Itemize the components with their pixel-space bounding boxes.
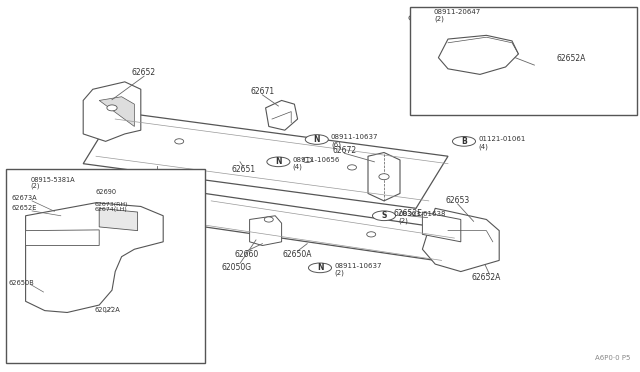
Polygon shape bbox=[83, 82, 141, 141]
Polygon shape bbox=[26, 230, 99, 246]
Text: 62652A: 62652A bbox=[557, 54, 586, 63]
Polygon shape bbox=[99, 208, 138, 231]
Text: (4): (4) bbox=[478, 143, 488, 150]
Text: (4): (4) bbox=[292, 164, 302, 170]
Text: A6P0·0 P5: A6P0·0 P5 bbox=[595, 355, 630, 361]
Text: 62650B: 62650B bbox=[9, 280, 35, 286]
Circle shape bbox=[52, 283, 63, 289]
Ellipse shape bbox=[267, 157, 290, 167]
Circle shape bbox=[500, 69, 513, 76]
Text: (6): (6) bbox=[331, 141, 341, 148]
Polygon shape bbox=[422, 208, 499, 272]
Text: (2): (2) bbox=[398, 218, 408, 224]
Text: 08911-10637: 08911-10637 bbox=[334, 263, 381, 269]
Text: 62652E: 62652E bbox=[12, 205, 37, 211]
Circle shape bbox=[367, 232, 376, 237]
Text: (2): (2) bbox=[334, 270, 344, 276]
Text: 62652: 62652 bbox=[132, 68, 156, 77]
Text: 62660: 62660 bbox=[234, 250, 259, 259]
Polygon shape bbox=[26, 203, 163, 312]
Circle shape bbox=[432, 43, 445, 50]
Text: 62672: 62672 bbox=[332, 146, 356, 155]
Text: 62651: 62651 bbox=[231, 165, 255, 174]
Polygon shape bbox=[99, 97, 134, 126]
Text: 62050G: 62050G bbox=[221, 263, 252, 272]
Text: 08915-5381A: 08915-5381A bbox=[31, 177, 76, 183]
Text: N: N bbox=[314, 135, 320, 144]
Circle shape bbox=[100, 231, 111, 237]
Circle shape bbox=[100, 210, 111, 216]
Circle shape bbox=[107, 105, 117, 111]
Text: S: S bbox=[381, 211, 387, 220]
Text: (2): (2) bbox=[31, 183, 40, 189]
Text: 62673A: 62673A bbox=[12, 195, 37, 201]
Ellipse shape bbox=[308, 263, 332, 273]
Polygon shape bbox=[368, 153, 400, 201]
Polygon shape bbox=[266, 100, 298, 130]
Bar bbox=[410, 7, 637, 115]
Text: 62671: 62671 bbox=[250, 87, 275, 96]
Text: (2): (2) bbox=[434, 16, 444, 22]
Text: 01121-01061: 01121-01061 bbox=[478, 136, 525, 142]
Text: 62673(RH): 62673(RH) bbox=[95, 202, 128, 207]
Text: N: N bbox=[317, 263, 323, 272]
Polygon shape bbox=[422, 212, 461, 242]
Text: 08363-61638: 08363-61638 bbox=[398, 211, 445, 217]
Text: B: B bbox=[461, 137, 467, 146]
Text: 08911-20647: 08911-20647 bbox=[434, 9, 481, 15]
Text: N: N bbox=[275, 157, 282, 166]
Text: 62653: 62653 bbox=[445, 196, 470, 205]
Ellipse shape bbox=[9, 180, 29, 189]
Ellipse shape bbox=[305, 135, 328, 144]
Text: 62674(LH): 62674(LH) bbox=[95, 207, 127, 212]
Circle shape bbox=[264, 217, 273, 222]
Text: 62660: 62660 bbox=[145, 183, 169, 192]
Bar bbox=[6, 169, 205, 363]
Ellipse shape bbox=[372, 211, 396, 221]
Ellipse shape bbox=[452, 137, 476, 146]
Text: W: W bbox=[16, 182, 22, 187]
Polygon shape bbox=[83, 112, 448, 208]
Polygon shape bbox=[438, 35, 518, 74]
Circle shape bbox=[24, 210, 34, 216]
Text: 62022A: 62022A bbox=[95, 308, 120, 314]
Text: 62690: 62690 bbox=[96, 189, 117, 195]
Polygon shape bbox=[179, 193, 461, 260]
Text: 08911-10656: 08911-10656 bbox=[292, 157, 340, 163]
Polygon shape bbox=[250, 216, 282, 246]
Circle shape bbox=[348, 165, 356, 170]
Circle shape bbox=[303, 157, 312, 163]
Text: 62652A: 62652A bbox=[472, 273, 501, 282]
Text: 62650A: 62650A bbox=[283, 250, 312, 259]
Circle shape bbox=[175, 139, 184, 144]
Text: 08911-10637: 08911-10637 bbox=[331, 134, 378, 140]
Text: 62652E: 62652E bbox=[394, 209, 423, 218]
Ellipse shape bbox=[409, 13, 429, 22]
Circle shape bbox=[379, 174, 389, 180]
Text: N: N bbox=[416, 15, 422, 21]
Circle shape bbox=[100, 295, 111, 301]
